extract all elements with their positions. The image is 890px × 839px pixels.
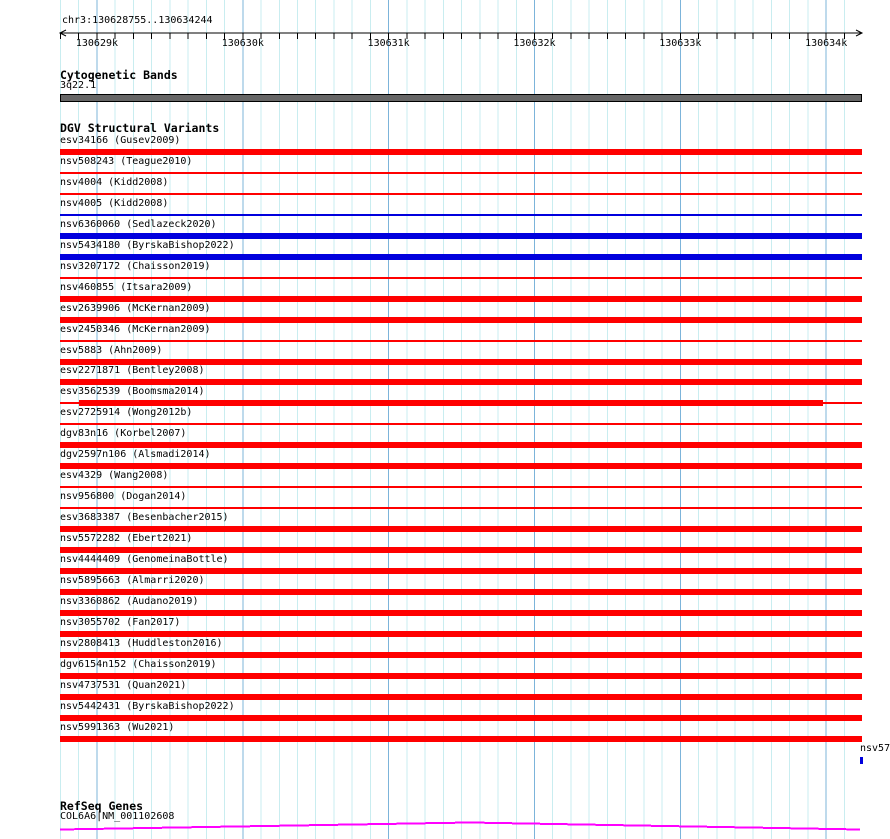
variant-label[interactable]: nsv5442431 (ByrskaBishop2022) bbox=[60, 701, 235, 712]
variant-bar[interactable] bbox=[60, 694, 862, 700]
cytogenetic-band-feature[interactable] bbox=[60, 94, 862, 102]
variant-bar[interactable] bbox=[60, 149, 862, 155]
variant-label[interactable]: nsv508243 (Teague2010) bbox=[60, 156, 193, 167]
variant-label[interactable]: esv2639906 (McKernan2009) bbox=[60, 303, 211, 314]
variant-label[interactable]: esv3562539 (Boomsma2014) bbox=[60, 386, 205, 397]
variant-line[interactable] bbox=[60, 172, 862, 174]
ruler-right-arrow-icon bbox=[855, 29, 864, 37]
variant-line[interactable] bbox=[60, 277, 862, 279]
variant-bar[interactable] bbox=[60, 359, 862, 365]
variant-label[interactable]: nsv5434180 (ByrskaBishop2022) bbox=[60, 240, 235, 251]
refseq-gene-intron-line[interactable] bbox=[59, 821, 861, 831]
variant-label[interactable]: nsv460855 (Itsara2009) bbox=[60, 282, 193, 293]
variant-label[interactable]: esv2725914 (Wong2012b) bbox=[60, 407, 193, 418]
ruler-tick-label: 130631k bbox=[368, 38, 410, 49]
variant-label[interactable]: nsv57 bbox=[860, 743, 890, 754]
variant-bar[interactable] bbox=[60, 379, 862, 385]
variant-bar[interactable] bbox=[79, 400, 823, 406]
variant-bar[interactable] bbox=[60, 568, 862, 574]
variant-bar[interactable] bbox=[60, 254, 862, 260]
variant-label[interactable]: dgv6154n152 (Chaisson2019) bbox=[60, 659, 217, 670]
variant-line[interactable] bbox=[60, 423, 862, 425]
variant-line[interactable] bbox=[60, 193, 862, 195]
variant-label[interactable]: esv3683387 (Besenbacher2015) bbox=[60, 512, 229, 523]
variant-label[interactable]: esv34166 (Gusev2009) bbox=[60, 135, 181, 146]
ruler-tick-label: 130632k bbox=[513, 38, 555, 49]
cytogenetic-band-label: 3q22.1 bbox=[60, 80, 97, 91]
ruler-tick-label: 130634k bbox=[805, 38, 847, 49]
variant-label[interactable]: nsv4005 (Kidd2008) bbox=[60, 198, 169, 209]
variant-label[interactable]: dgv2597n106 (Alsmadi2014) bbox=[60, 449, 211, 460]
ruler-tick-label: 130630k bbox=[222, 38, 264, 49]
variant-label[interactable]: nsv3360862 (Audano2019) bbox=[60, 596, 199, 607]
variant-bar[interactable] bbox=[60, 317, 862, 323]
variant-bar[interactable] bbox=[60, 589, 862, 595]
variant-label[interactable]: esv2450346 (McKernan2009) bbox=[60, 324, 211, 335]
variant-label[interactable]: nsv5895663 (Almarri2020) bbox=[60, 575, 205, 586]
variant-label[interactable]: nsv3207172 (Chaisson2019) bbox=[60, 261, 211, 272]
ruler-tick-label: 130629k bbox=[76, 38, 118, 49]
variant-label[interactable]: nsv5572282 (Ebert2021) bbox=[60, 533, 193, 544]
variant-label[interactable]: nsv2808413 (Huddleston2016) bbox=[60, 638, 223, 649]
variant-label[interactable]: esv4329 (Wang2008) bbox=[60, 470, 169, 481]
variant-label[interactable]: nsv5991363 (Wu2021) bbox=[60, 722, 175, 733]
variant-label[interactable]: nsv956800 (Dogan2014) bbox=[60, 491, 187, 502]
dgv-track-header: DGV Structural Variants bbox=[60, 121, 220, 135]
variant-label[interactable]: nsv6360060 (Sedlazeck2020) bbox=[60, 219, 217, 230]
variant-line[interactable] bbox=[60, 507, 862, 509]
variant-label[interactable]: nsv4004 (Kidd2008) bbox=[60, 177, 169, 188]
variant-label[interactable]: esv2271871 (Bentley2008) bbox=[60, 365, 205, 376]
region-title: chr3:130628755..130634244 bbox=[62, 15, 213, 26]
refseq-track-header: RefSeq Genes bbox=[60, 799, 144, 813]
variant-tick[interactable] bbox=[859, 757, 863, 764]
variant-bar[interactable] bbox=[60, 652, 862, 658]
variant-label[interactable]: dgv83n16 (Korbel2007) bbox=[60, 428, 187, 439]
variant-bar[interactable] bbox=[60, 631, 862, 637]
variant-bar[interactable] bbox=[60, 233, 862, 239]
variant-bar[interactable] bbox=[60, 715, 862, 721]
variant-label[interactable]: nsv4737531 (Quan2021) bbox=[60, 680, 187, 691]
variant-label[interactable]: nsv4444409 (GenomeinaBottle) bbox=[60, 554, 229, 565]
variant-line[interactable] bbox=[60, 486, 862, 488]
variant-line[interactable] bbox=[60, 214, 862, 216]
variant-bar[interactable] bbox=[60, 610, 862, 616]
variant-bar[interactable] bbox=[60, 526, 862, 532]
refseq-gene-label[interactable]: COL6A6|NM_001102608 bbox=[60, 811, 175, 822]
variant-bar[interactable] bbox=[60, 547, 862, 553]
variant-bar[interactable] bbox=[60, 673, 862, 679]
ruler-tick-label: 130633k bbox=[659, 38, 701, 49]
variant-label[interactable]: esv5883 (Ahn2009) bbox=[60, 345, 163, 356]
variant-bar[interactable] bbox=[60, 296, 862, 302]
variant-line[interactable] bbox=[60, 340, 862, 342]
variant-bar[interactable] bbox=[60, 736, 862, 742]
variant-bar[interactable] bbox=[60, 442, 862, 448]
variant-label[interactable]: nsv3055702 (Fan2017) bbox=[60, 617, 181, 628]
cytogenetic-track-header: Cytogenetic Bands bbox=[60, 68, 178, 82]
variant-bar[interactable] bbox=[60, 463, 862, 469]
